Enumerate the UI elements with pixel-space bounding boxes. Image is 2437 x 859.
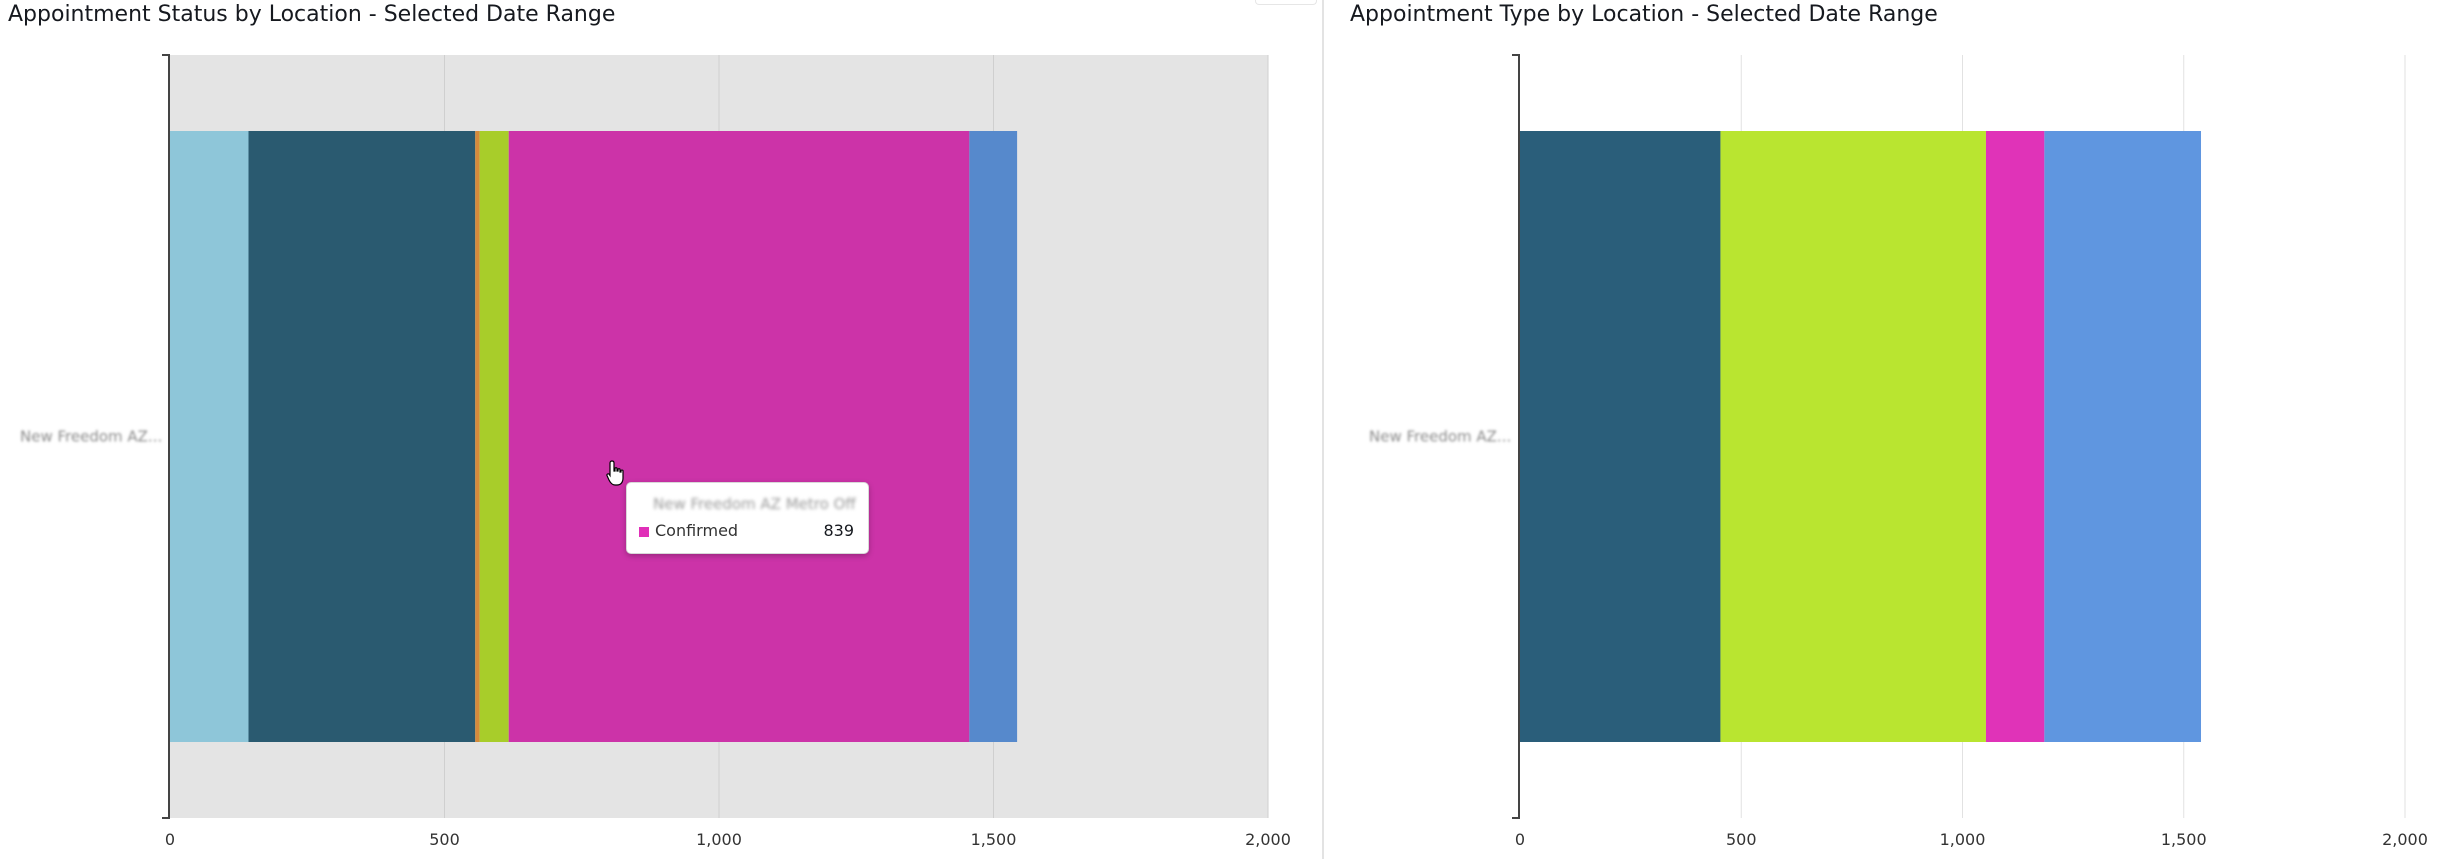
x-tick-label: 1,000 xyxy=(696,830,742,849)
bar-segment-1[interactable] xyxy=(170,131,249,742)
chart-title-status: Appointment Status by Location - Selecte… xyxy=(8,2,616,27)
pointer-hand-icon xyxy=(606,460,624,486)
chart-title-type: Appointment Type by Location - Selected … xyxy=(1350,2,1938,27)
tooltip-value: 839 xyxy=(823,521,854,540)
x-tick-label: 500 xyxy=(429,830,460,849)
type-chart-svg: 0 500 1,000 1,500 2,000 New Freedom AZ... xyxy=(1369,54,2428,849)
bar-segment-4[interactable] xyxy=(2044,131,2202,742)
panel-divider-line xyxy=(1322,0,1324,859)
x-tick-label: 2,000 xyxy=(1245,830,1291,849)
panel-divider xyxy=(1320,0,1337,859)
bar-segment-2[interactable] xyxy=(248,131,476,742)
x-tick-label: 0 xyxy=(1515,830,1525,849)
bar-segment-3[interactable] xyxy=(475,131,480,742)
x-tick-label: 1,000 xyxy=(1940,830,1986,849)
tooltip-series-label: Confirmed xyxy=(655,521,739,540)
tooltip-title: New Freedom AZ Metro Off xyxy=(653,495,856,513)
category-label: New Freedom AZ... xyxy=(20,428,162,446)
chart-tooltip: New Freedom AZ Metro Off Confirmed 839 xyxy=(626,482,869,554)
x-tick-label: 0 xyxy=(165,830,175,849)
x-tick-label: 2,000 xyxy=(2382,830,2428,849)
bar-segment-1[interactable] xyxy=(1520,131,1721,742)
bar-segment-2[interactable] xyxy=(1720,131,1986,742)
bar-segment-4[interactable] xyxy=(479,131,509,742)
chart-panel-status: Appointment Status by Location - Selecte… xyxy=(8,0,1317,849)
bar-segment-6[interactable] xyxy=(969,131,1018,742)
x-tick-label: 1,500 xyxy=(2161,830,2207,849)
chart-panel-type: Appointment Type by Location - Selected … xyxy=(1337,0,2437,859)
panel-corner-tab xyxy=(1255,0,1317,5)
status-chart-svg: 0 500 1,000 1,500 2,000 New Freedom AZ... xyxy=(20,54,1291,849)
x-tick-label: 1,500 xyxy=(971,830,1017,849)
bar-segment-3[interactable] xyxy=(1985,131,2045,742)
category-label: New Freedom AZ... xyxy=(1369,428,1511,446)
x-tick-label: 500 xyxy=(1726,830,1757,849)
tooltip-swatch xyxy=(639,527,649,537)
bar-segment-5[interactable] xyxy=(508,131,970,742)
